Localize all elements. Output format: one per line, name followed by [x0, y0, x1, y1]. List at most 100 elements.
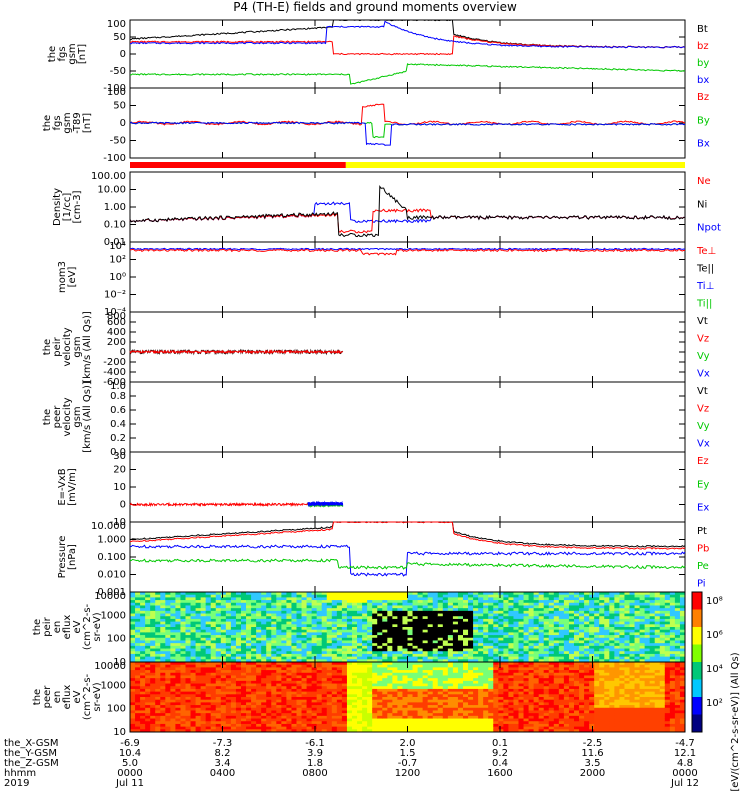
heatmap-cell	[352, 597, 358, 601]
heatmap-cell	[629, 594, 636, 598]
ytick-label: 30	[113, 451, 126, 462]
heatmap-cell	[160, 729, 166, 733]
heatmap-cell	[463, 592, 469, 596]
heatmap-cell	[508, 624, 514, 628]
heatmap-cell	[150, 653, 156, 658]
heatmap-cell	[372, 659, 378, 663]
heatmap-cell	[357, 656, 363, 660]
heatmap-cell	[367, 613, 373, 617]
heatmap-cell	[568, 621, 575, 625]
heatmap-cell	[463, 632, 469, 636]
heatmap-cell	[205, 637, 212, 641]
heatmap-cell	[584, 618, 590, 623]
heatmap-cell	[488, 640, 494, 644]
heatmap-cell	[367, 721, 373, 725]
heatmap-cell	[346, 608, 353, 612]
heatmap-cell	[468, 662, 474, 666]
heatmap-cell	[281, 675, 287, 679]
heatmap-cell	[230, 624, 237, 628]
heatmap-cell	[629, 610, 636, 615]
heatmap-cell	[568, 645, 575, 650]
heatmap-cell	[281, 600, 287, 604]
heatmap-cell	[357, 629, 363, 633]
heatmap-cell	[629, 616, 636, 620]
heatmap-cell	[336, 697, 343, 701]
heatmap-cell	[669, 616, 676, 620]
heatmap-cell	[220, 667, 227, 671]
heatmap-cell	[417, 713, 424, 717]
heatmap-cell	[251, 662, 257, 666]
heatmap-cell	[362, 592, 368, 596]
heatmap-cell	[407, 670, 414, 674]
heatmap-cell	[513, 643, 519, 647]
heatmap-cell	[584, 613, 590, 617]
heatmap-cell	[145, 710, 151, 714]
heatmap-cell	[215, 683, 222, 687]
heatmap-cell	[639, 605, 646, 609]
heatmap-cell	[326, 721, 333, 725]
heatmap-cell	[246, 726, 252, 730]
heatmap-cell	[357, 713, 363, 717]
heatmap-cell	[291, 643, 297, 647]
heatmap-cell	[503, 656, 509, 660]
heatmap-cell	[457, 691, 464, 695]
heatmap-cell	[417, 602, 424, 606]
heatmap-cell	[427, 686, 434, 690]
heatmap-cell	[301, 659, 308, 663]
heatmap-cell	[377, 702, 383, 706]
heatmap-cell	[135, 608, 141, 612]
heatmap-cell	[664, 651, 671, 655]
heatmap-cell	[281, 702, 287, 706]
heatmap-cell	[256, 592, 262, 596]
heatmap-cell	[296, 656, 303, 660]
heatmap-cell	[523, 621, 530, 625]
heatmap-cell	[286, 688, 292, 693]
heatmap-cell	[140, 691, 146, 695]
heatmap-cell	[271, 645, 277, 650]
heatmap-cell	[291, 635, 297, 639]
heatmap-cell	[241, 613, 247, 617]
heatmap-cell	[553, 640, 560, 644]
heatmap-cell	[543, 656, 550, 660]
heatmap-cell	[336, 613, 343, 617]
heatmap-cell	[367, 675, 373, 679]
heatmap-cell	[346, 648, 353, 652]
heatmap-cell	[654, 608, 661, 612]
heatmap-cell	[614, 600, 620, 604]
heatmap-cell	[210, 608, 217, 612]
heatmap-cell	[261, 643, 267, 647]
heatmap-cell	[367, 616, 373, 620]
heatmap-cell	[498, 656, 504, 660]
heatmap-cell	[432, 613, 439, 617]
heatmap-cell	[190, 729, 197, 733]
heatmap-cell	[357, 643, 363, 647]
heatmap-cell	[488, 629, 494, 633]
heatmap-cell	[160, 688, 166, 693]
heatmap-cell	[432, 707, 439, 711]
ytick-label: 50	[113, 32, 126, 43]
heatmap-cell	[140, 602, 146, 606]
heatmap-cell	[306, 710, 313, 714]
heatmap-cell	[503, 602, 509, 606]
heatmap-cell	[483, 618, 489, 623]
heatmap-cell	[190, 653, 197, 658]
heatmap-cell	[367, 645, 373, 650]
heatmap-cell	[311, 702, 318, 706]
heatmap-cell	[230, 618, 237, 623]
heatmap-cell	[553, 632, 560, 636]
heatmap-cell	[316, 683, 323, 687]
heatmap-cell	[251, 610, 257, 615]
heatmap-cell	[266, 632, 272, 636]
heatmap-cell	[331, 678, 338, 682]
heatmap-cell	[346, 697, 353, 701]
heatmap-cell	[417, 718, 424, 722]
heatmap-cell	[256, 597, 262, 601]
heatmap-cell	[160, 721, 166, 725]
heatmap-cell	[220, 624, 227, 628]
heatmap-cell	[200, 592, 207, 596]
heatmap-cell	[291, 632, 297, 636]
ylabel: Density[1/cc][cm-3]	[52, 188, 83, 226]
heatmap-cell	[432, 705, 439, 709]
heatmap-cell	[190, 618, 197, 623]
heatmap-cell	[271, 670, 277, 674]
